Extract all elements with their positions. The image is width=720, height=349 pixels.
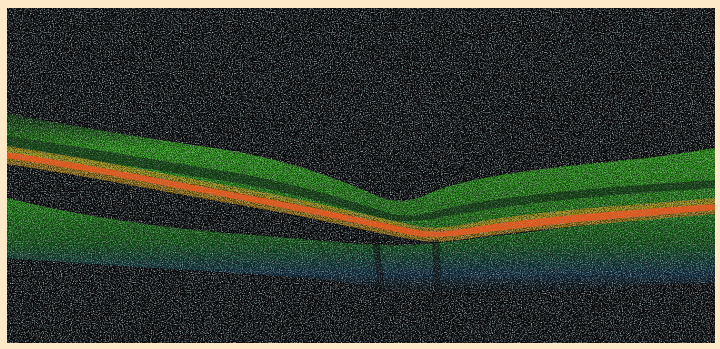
foreground-speckle [7,8,715,343]
oct-scan [7,8,715,343]
oct-scan-graphic [7,8,715,343]
